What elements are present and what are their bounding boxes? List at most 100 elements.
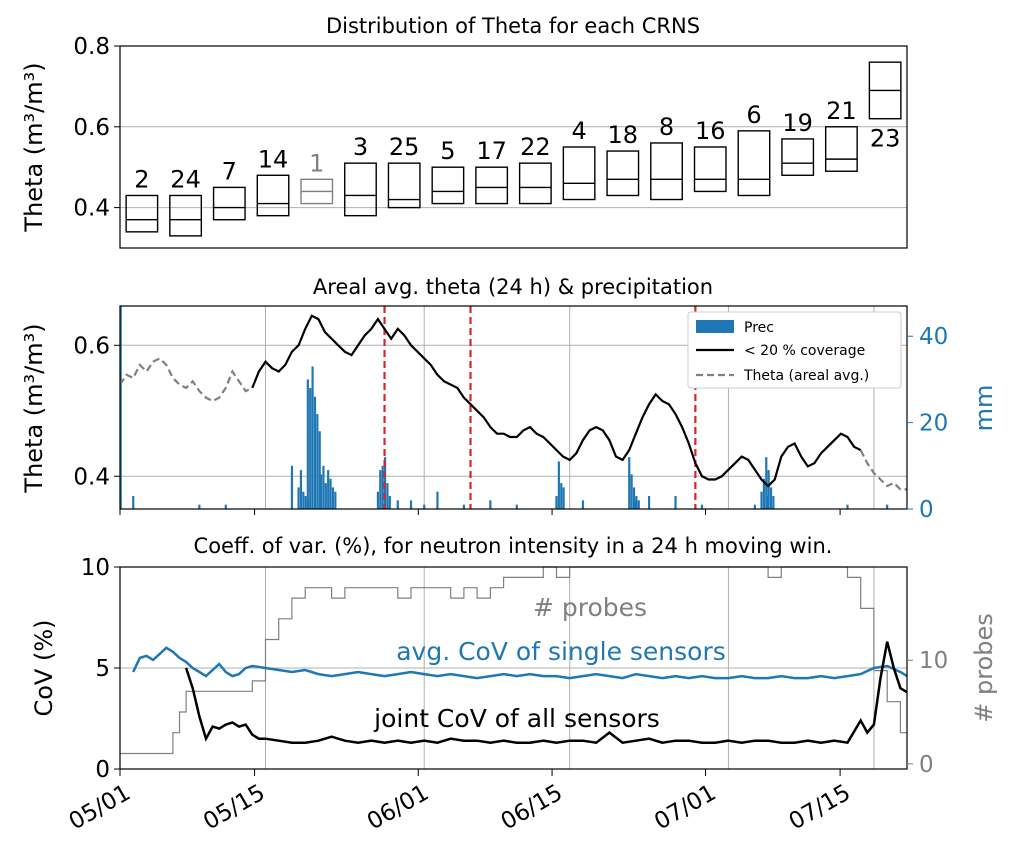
box-label-16: 16 (695, 117, 726, 145)
panel3-ytick-right-label: 0 (919, 752, 934, 778)
panel1-ytick-label: 0.6 (73, 115, 110, 141)
precip-bar (311, 366, 314, 509)
legend-box (687, 311, 902, 389)
precip-bar (334, 491, 337, 509)
panel3-ylabel: CoV (%) (30, 619, 58, 716)
panel2-ytick-right-label: 20 (919, 411, 948, 437)
legend-prec-label: Prec (744, 320, 774, 336)
precip-bar (760, 491, 763, 509)
box-4 (562, 146, 596, 201)
precip-bar (327, 470, 330, 509)
precip-bar (635, 496, 638, 509)
theta-coverage-line (251, 314, 862, 488)
precip-bar (388, 496, 391, 509)
precip-bar (762, 478, 765, 509)
box-14 (256, 174, 290, 217)
precip-bar (299, 470, 303, 509)
box-label-1: 1 (309, 149, 324, 177)
panel3-grid (119, 567, 907, 769)
precip-bar (306, 379, 309, 509)
legend-prec-swatch (696, 320, 734, 333)
precip-bar (632, 487, 636, 509)
box-label-14: 14 (258, 145, 289, 173)
precip-bar (309, 388, 312, 509)
precip-bar (630, 474, 633, 509)
panel1-yticks: 0.4 0.6 0.8 (73, 34, 120, 222)
panel3-ytick-label: 0 (95, 757, 110, 783)
precip-bar (489, 500, 492, 509)
precip-bar (379, 470, 382, 509)
precip-bar (772, 496, 775, 509)
precip-bar (886, 504, 889, 509)
panel3-ylabel-right: # probes (970, 613, 998, 723)
precip-bar (753, 504, 756, 509)
precip-bar (674, 496, 677, 509)
precip-bar (409, 500, 413, 509)
precip-bar (322, 465, 325, 509)
box-label-3: 3 (353, 133, 368, 161)
precip-bar (562, 487, 565, 509)
box-19 (781, 138, 815, 176)
box-8 (650, 142, 683, 201)
precip-bar (396, 500, 399, 509)
box-label-5: 5 (440, 137, 455, 165)
panel2-title: Areal avg. theta (24 h) & precipitation (313, 275, 713, 299)
precip-bar (647, 496, 651, 509)
box-3 (344, 162, 377, 217)
panel3-yticks-right: 0 10 (907, 648, 948, 778)
panel3-ytick-right-label: 10 (919, 648, 948, 674)
panel1-frame (119, 45, 908, 249)
panel1-grid (120, 126, 907, 209)
x-tick-label: 07/15 (785, 780, 855, 836)
joint-cov-line (184, 641, 908, 745)
legend-areal-label: Theta (areal avg.) (743, 368, 869, 384)
precip-bar (637, 500, 640, 509)
panel2-ytick-right-label: 40 (919, 324, 948, 350)
x-tick-label: 05/15 (199, 780, 269, 836)
box-label-7: 7 (222, 157, 237, 185)
panel2-frame (119, 305, 908, 510)
panel2-ylabel-right: mm (970, 385, 998, 432)
precip-bar (290, 465, 294, 509)
precip-bar (316, 413, 319, 509)
avg-cov-annotation: avg. CoV of single sensors (396, 637, 726, 666)
panel3-ytick-label: 10 (81, 555, 110, 581)
box-17 (475, 166, 509, 205)
box-21 (824, 126, 858, 172)
panel1-ytick-label: 0.4 (73, 196, 110, 222)
precip-bar (376, 491, 380, 509)
panel1-ytick-label: 0.8 (73, 34, 110, 60)
panel2-yticks-left: 0.4 0.6 (73, 333, 120, 490)
x-tick-label: 05/01 (65, 780, 135, 836)
precip-bar (304, 496, 307, 509)
precip-bar (318, 431, 321, 509)
theta-areal-line (119, 357, 253, 403)
box-16 (693, 146, 727, 193)
theta-lines (119, 314, 907, 491)
event-lines (383, 306, 697, 509)
box-label-21: 21 (826, 97, 857, 125)
boxplot-panel: Distribution of Theta for each CRNS 2 24 7… (20, 14, 908, 249)
avg-cov-line (132, 646, 908, 680)
panel1-ylabel: Theta (m³/m³) (20, 62, 48, 232)
panel1-title: Distribution of Theta for each CRNS (326, 14, 700, 38)
precip-bar (313, 396, 317, 509)
precip-bar (423, 504, 426, 509)
panel2-ytick-right-label: 0 (919, 497, 934, 523)
precip-bar (119, 306, 122, 509)
box-label-17: 17 (476, 137, 507, 165)
panel3-title: Coeff. of var. (%), for neutron intensit… (194, 534, 833, 558)
precip-bar (324, 483, 327, 509)
precip-bar (557, 461, 560, 509)
precip-bar (555, 496, 558, 509)
cov-panel: Coeff. of var. (%), for neutron intensit… (30, 509, 998, 835)
box-label-25: 25 (389, 133, 420, 161)
legend-coverage-label: < 20 % coverage (744, 343, 865, 359)
precip-bar (462, 504, 465, 509)
panel2-yticks-right: 0 20 40 (907, 324, 948, 523)
panel2-ytick-label: 0.6 (73, 333, 110, 359)
box-label-22: 22 (520, 133, 551, 161)
x-tick-label: 06/01 (363, 780, 433, 836)
